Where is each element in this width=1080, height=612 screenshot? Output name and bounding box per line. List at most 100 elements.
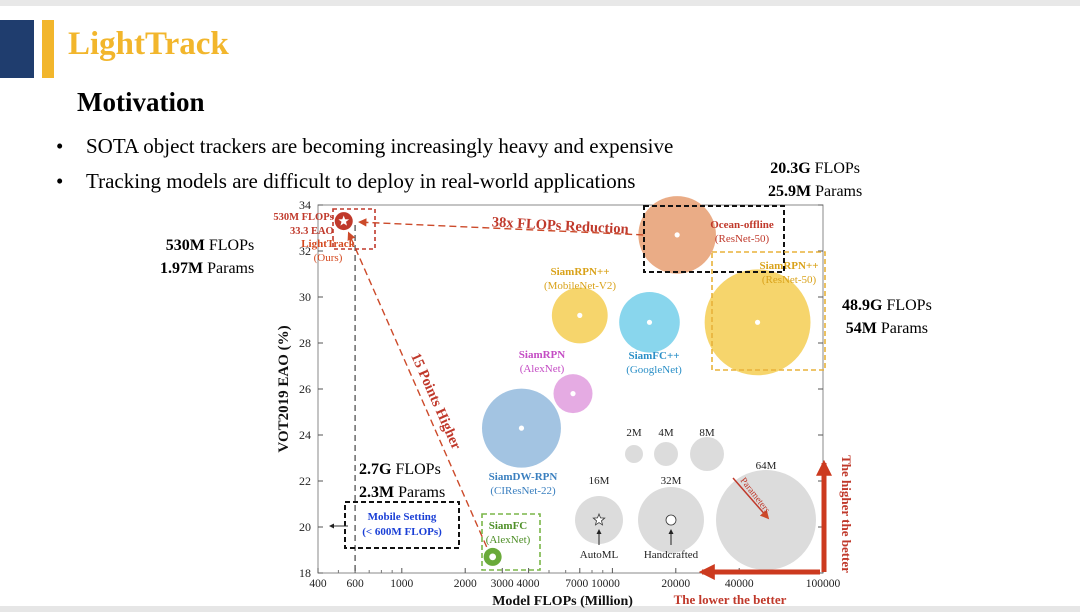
model-backbone: (ResNet-50) — [715, 233, 770, 245]
x-tick-label: 2000 — [454, 578, 477, 590]
mobile-setting-box — [344, 501, 460, 549]
model-name: SiamRPN — [519, 349, 566, 361]
lower-better-label: The lower the better — [674, 592, 787, 607]
bottom-border — [0, 606, 1080, 612]
bubble-center-dot — [577, 312, 583, 318]
mobile-limit-label: (< 600M FLOPs) — [362, 526, 442, 538]
legend-size-label: 32M — [661, 475, 682, 487]
bullet-item: • Tracking models are difficult to deploy… — [56, 169, 635, 194]
bubble-siamdw-rpn — [481, 388, 561, 468]
x-tick-label: 3000 4000 — [491, 578, 540, 590]
model-backbone: (Ours) — [314, 252, 343, 264]
bubble-center-dot — [518, 425, 525, 431]
y-tick-label: 22 — [299, 474, 311, 488]
bullet-dot: • — [56, 134, 64, 158]
legend-bubble — [690, 437, 724, 471]
lighttrack-highlight-box — [332, 208, 376, 250]
x-tick-label: 400 — [309, 578, 327, 590]
higher-better-label: The higher the better — [839, 455, 854, 573]
flops-reduction-arrow — [358, 218, 644, 236]
siamfc-callout: 2.7G FLOPs 2.3M Params — [359, 458, 445, 504]
legend-size-label: 64M — [756, 460, 777, 472]
ocean-callout: 20.3G FLOPs 25.9M Params — [768, 157, 862, 203]
y-tick-label: 18 — [299, 566, 311, 580]
bubble-siamrpn- — [704, 269, 811, 376]
model-backbone: (CIResNet-22) — [490, 485, 556, 497]
handcrafted-circle-icon — [665, 514, 677, 526]
title-accent-gold — [42, 20, 54, 78]
y-tick-label: 34 — [299, 198, 311, 212]
bubble-center-dot — [646, 319, 653, 325]
bubble-center-dot — [674, 232, 680, 238]
legend-bubble — [716, 470, 816, 570]
bullet-item: • SOTA object trackers are becoming incre… — [56, 134, 673, 159]
callout-value: 48.9G — [842, 297, 883, 314]
model-name: SiamRPN++ — [760, 260, 819, 272]
bubble-siamrpn- — [551, 287, 608, 344]
callout-value: 1.97M — [160, 260, 204, 277]
callout-unit: Params — [811, 183, 863, 200]
bullet-text: Tracking models are difficult to deploy … — [86, 169, 636, 193]
callout-unit: FLOPs — [204, 237, 255, 254]
bubble-lighttrack — [334, 212, 353, 231]
model-backbone: (GoogleNet) — [626, 364, 682, 376]
label-siamrpnpp-resnet: SiamRPN++ (ResNet-50) — [760, 260, 819, 286]
star-icon — [338, 215, 350, 226]
mobile-setting-label: Mobile Setting — [368, 511, 437, 523]
callout-unit: Params — [876, 320, 929, 337]
top-border — [0, 0, 1080, 6]
model-backbone: (AlexNet) — [520, 363, 565, 375]
label-siamfcpp: SiamFC++ (GoogleNet) — [626, 350, 682, 376]
bubble-siamfc — [483, 547, 502, 566]
label-siamdw: SiamDW-RPN (CIResNet-22) — [489, 471, 558, 497]
label-lighttrack: LightTrack (Ours) — [301, 238, 355, 264]
automl-star-icon — [592, 512, 606, 526]
x-tick-label: 100000 — [806, 578, 841, 590]
model-backbone: (MobileNet-V2) — [544, 280, 616, 292]
bubble-center-dot — [570, 391, 576, 397]
bubble-siamrpn — [553, 374, 593, 414]
model-name: SiamFC++ — [628, 350, 679, 362]
callout-value: 54M — [845, 320, 877, 337]
lighttrack-flops-label: 530M FLOPs — [273, 212, 333, 223]
y-tick-label: 24 — [299, 428, 311, 442]
x-axis-title: Model FLOPs (Million) — [492, 594, 633, 609]
model-name: Ocean-offline — [710, 219, 774, 231]
callout-unit: Params — [394, 484, 446, 501]
plot-area: 18 20 22 24 26 28 30 32 34 400 600 1000 2000 3000 400… — [276, 198, 841, 609]
parameters-arrow — [732, 477, 770, 520]
callout-unit: FLOPs — [810, 160, 861, 177]
bullet-dot: • — [56, 169, 64, 193]
siamrpnpp-highlight-box — [711, 251, 826, 371]
points-higher-label: 15 Points Higher — [407, 351, 464, 453]
legend-bubble — [654, 442, 678, 466]
bubbles: LightTrack (Ours) Ocean-offline (ResNet-50)… — [301, 196, 818, 566]
bubble-center-dot — [754, 319, 761, 325]
y-tick-label: 30 — [299, 290, 311, 304]
legend-bubble — [625, 445, 643, 463]
callout-value: 2.7G — [359, 461, 392, 478]
y-tick-label: 26 — [299, 382, 311, 396]
siamfc-marker-center — [489, 553, 497, 561]
model-name: SiamRPN++ — [551, 266, 610, 278]
x-tick-label: 20000 — [661, 578, 690, 590]
title-accent-navy — [0, 20, 34, 78]
model-name: SiamDW-RPN — [489, 471, 558, 483]
legend-size-label: 2M — [626, 427, 642, 439]
legend-size-label: 4M — [658, 427, 674, 439]
callout-value: 530M — [165, 237, 205, 254]
callout-unit: FLOPs — [391, 461, 441, 478]
handcrafted-label: Handcrafted — [644, 549, 699, 561]
label-siamfc: SiamFC (AlexNet) — [486, 520, 531, 546]
x-tick-label: 40000 — [725, 578, 754, 590]
flops-reduction-label: 38x FLOPs Reduction — [491, 214, 629, 237]
model-name: LightTrack — [301, 238, 355, 250]
bullet-text: SOTA object trackers are becoming increa… — [86, 134, 674, 158]
siamrpnpp-callout: 48.9G FLOPs 54M Params — [842, 294, 932, 340]
slide-subtitle: Motivation — [77, 87, 205, 117]
label-ocean: Ocean-offline (ResNet-50) — [710, 219, 774, 245]
ocean-highlight-box — [643, 205, 785, 273]
y-tick-label: 28 — [299, 336, 311, 350]
